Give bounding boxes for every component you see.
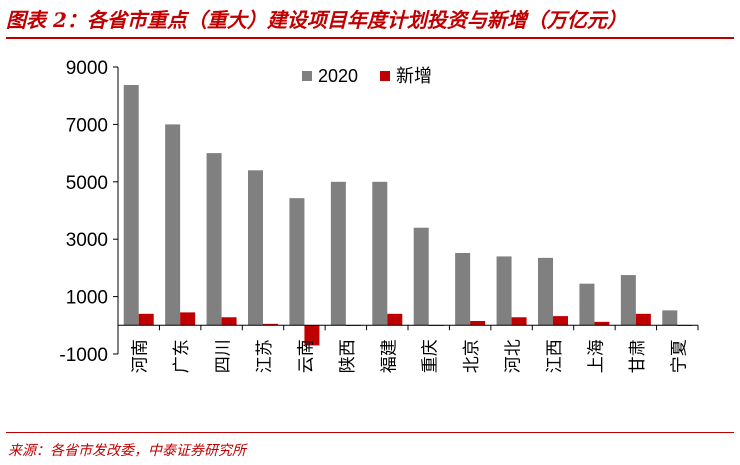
category-label: 江苏 <box>255 339 275 373</box>
category-labels: 河南 广东 四川 江苏 云南 陕西 福建 重庆 北京 河北 江西 上海 甘肃 宁夏 <box>131 339 690 373</box>
bar-new-江西 <box>553 316 568 326</box>
bar-2020-广东 <box>165 124 181 326</box>
bar-2020-云南 <box>289 198 305 326</box>
bar-2020-河北 <box>496 256 512 326</box>
chart-title: 图表 2：各省市重点（重大）建设项目年度计划投资与新增（万亿元） <box>6 8 627 32</box>
x-axis <box>117 324 699 331</box>
bar-new-江苏 <box>263 323 278 326</box>
category-label: 陕西 <box>338 339 358 373</box>
bar-2020-重庆 <box>413 227 429 326</box>
footer-divider <box>6 432 734 433</box>
bar-2020-上海 <box>579 283 595 326</box>
bar-2020-四川 <box>206 153 222 326</box>
legend-label-2020: 2020 <box>318 66 358 86</box>
bar-2020-北京 <box>455 252 471 326</box>
y-tick-labels: 9000 7000 5000 3000 1000 -1000 <box>59 58 108 366</box>
bar-2020-甘肃 <box>620 275 636 326</box>
category-label: 云南 <box>296 339 316 373</box>
title-divider <box>6 37 734 39</box>
category-label: 河北 <box>504 339 524 373</box>
legend-label-new: 新增 <box>396 66 432 86</box>
category-label: 河南 <box>131 339 151 373</box>
legend-swatch-new <box>380 71 390 81</box>
bar-2020-福建 <box>372 181 388 326</box>
bar-new-甘肃 <box>635 313 651 326</box>
category-label: 重庆 <box>421 339 441 373</box>
legend-swatch-2020 <box>302 71 312 81</box>
bar-new-河南 <box>138 313 154 326</box>
category-label: 广东 <box>172 339 192 373</box>
y-tick-label: 1000 <box>66 288 108 309</box>
legend: 2020 新增 <box>302 66 432 86</box>
bar-new-福建 <box>387 313 403 326</box>
bar-2020-宁夏 <box>662 310 678 326</box>
y-axis <box>113 66 119 355</box>
bar-new-河北 <box>511 317 527 326</box>
bar-new-云南 <box>304 325 320 346</box>
bar-new-上海 <box>594 321 610 326</box>
y-tick-label: -1000 <box>59 345 108 366</box>
bar-new-北京 <box>470 320 486 326</box>
category-label: 江西 <box>545 339 565 373</box>
bar-2020-江西 <box>538 257 553 326</box>
bar-new-四川 <box>221 317 237 326</box>
y-tick-label: 3000 <box>66 230 108 251</box>
category-label: 上海 <box>586 339 606 373</box>
bar-new-广东 <box>180 312 196 326</box>
category-label: 四川 <box>214 339 234 373</box>
y-tick-label: 7000 <box>66 115 108 136</box>
category-label: 北京 <box>462 339 482 373</box>
bar-2020-陕西 <box>330 181 346 326</box>
source-note: 来源：各省市发改委，中泰证券研究所 <box>8 443 246 459</box>
bar-chart: 9000 7000 5000 3000 1000 -1000 河南 广东 四川 江苏 云南 陕西 福建… <box>59 58 699 373</box>
category-label: 福建 <box>379 339 399 373</box>
bar-2020-江苏 <box>248 170 263 326</box>
category-label: 甘肃 <box>628 339 648 373</box>
bar-2020-河南 <box>123 85 139 326</box>
bar-series <box>123 85 693 346</box>
category-label: 宁夏 <box>669 339 689 373</box>
y-tick-label: 5000 <box>66 173 108 194</box>
y-tick-label: 9000 <box>66 58 108 79</box>
